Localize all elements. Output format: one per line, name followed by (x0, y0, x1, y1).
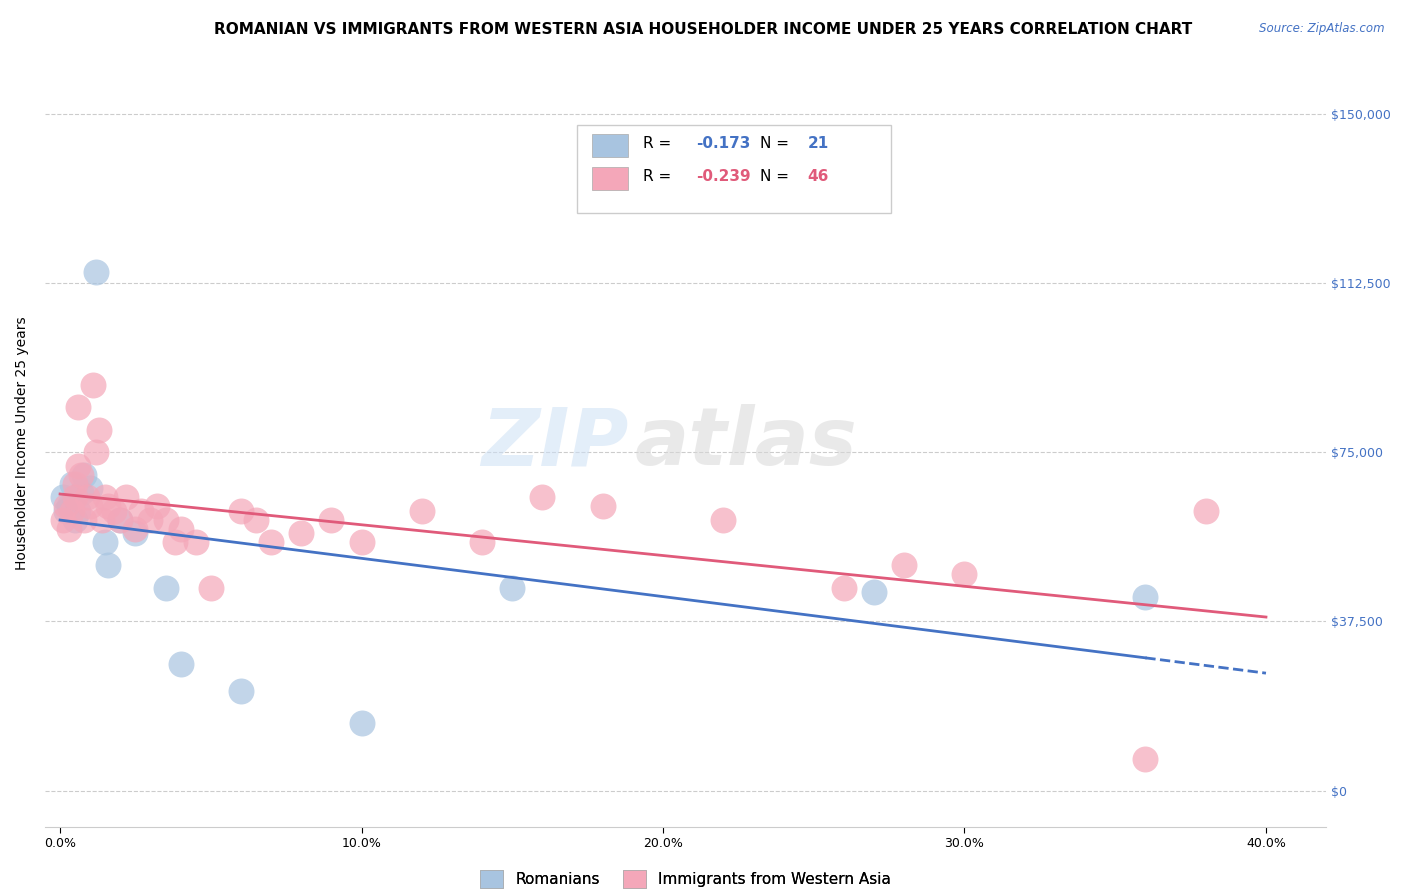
Point (63, 476, 86, 491)
Y-axis label: Householder Income Under 25 years: Householder Income Under 25 years (15, 317, 30, 570)
Point (290, 526, 312, 541)
Text: 21: 21 (807, 136, 828, 152)
Point (115, 491, 138, 505)
Text: -0.173: -0.173 (696, 136, 751, 152)
Point (350, 716, 373, 731)
Point (1195, 504, 1218, 518)
Point (67, 400, 90, 414)
Point (1135, 752, 1157, 766)
FancyBboxPatch shape (592, 134, 628, 157)
Point (863, 585, 886, 599)
Point (169, 657, 191, 672)
Point (131, 504, 153, 518)
Point (97, 558, 120, 572)
Point (260, 535, 283, 549)
Point (60, 476, 83, 491)
Point (531, 491, 554, 505)
Point (52, 513, 75, 527)
Point (110, 513, 132, 527)
Point (229, 504, 252, 518)
Point (55, 504, 77, 518)
Point (79, 500, 101, 514)
Point (84, 265, 107, 279)
Point (953, 567, 976, 582)
FancyBboxPatch shape (576, 125, 890, 213)
Point (60, 504, 83, 518)
Point (89, 423, 111, 437)
Point (471, 535, 494, 549)
Point (592, 500, 614, 514)
Point (169, 522, 191, 536)
Text: Source: ZipAtlas.com: Source: ZipAtlas.com (1260, 22, 1385, 36)
Text: ZIP: ZIP (481, 404, 628, 483)
Point (155, 513, 177, 527)
Text: R =: R = (644, 136, 676, 152)
Point (63, 513, 86, 527)
Text: R =: R = (644, 169, 676, 185)
Text: atlas: atlas (634, 404, 858, 483)
Point (73, 513, 96, 527)
Point (321, 513, 343, 527)
Point (832, 581, 855, 595)
Point (82, 377, 104, 392)
FancyBboxPatch shape (592, 167, 628, 190)
Point (70, 467, 93, 482)
Point (145, 500, 167, 514)
Point (124, 522, 146, 536)
Point (893, 558, 915, 572)
Point (63, 491, 86, 505)
Point (103, 504, 125, 518)
Point (184, 535, 207, 549)
Point (155, 581, 177, 595)
Point (124, 526, 146, 541)
Point (139, 513, 162, 527)
Point (110, 513, 132, 527)
Point (1135, 590, 1157, 604)
Point (501, 581, 523, 595)
Point (411, 504, 433, 518)
Point (52, 491, 75, 505)
Point (58, 522, 80, 536)
Point (70, 486, 93, 500)
Point (97, 500, 120, 514)
Text: ROMANIAN VS IMMIGRANTS FROM WESTERN ASIA HOUSEHOLDER INCOME UNDER 25 YEARS CORRE: ROMANIAN VS IMMIGRANTS FROM WESTERN ASIA… (214, 22, 1192, 37)
Point (55, 500, 77, 514)
Point (76, 491, 98, 505)
Text: N =: N = (759, 136, 794, 152)
Point (229, 684, 252, 698)
Point (73, 467, 96, 482)
Point (58, 500, 80, 514)
Point (94, 535, 117, 549)
Point (91, 513, 114, 527)
Legend: Romanians, Immigrants from Western Asia: Romanians, Immigrants from Western Asia (481, 870, 891, 888)
Text: N =: N = (759, 169, 794, 185)
Point (67, 504, 90, 518)
Text: -0.239: -0.239 (696, 169, 751, 185)
Point (350, 535, 373, 549)
Point (84, 445, 107, 459)
Point (79, 481, 101, 495)
Point (163, 535, 186, 549)
Text: 46: 46 (807, 169, 828, 185)
Point (94, 491, 117, 505)
Point (67, 458, 90, 473)
Point (200, 581, 222, 595)
Point (245, 513, 267, 527)
Point (711, 513, 734, 527)
